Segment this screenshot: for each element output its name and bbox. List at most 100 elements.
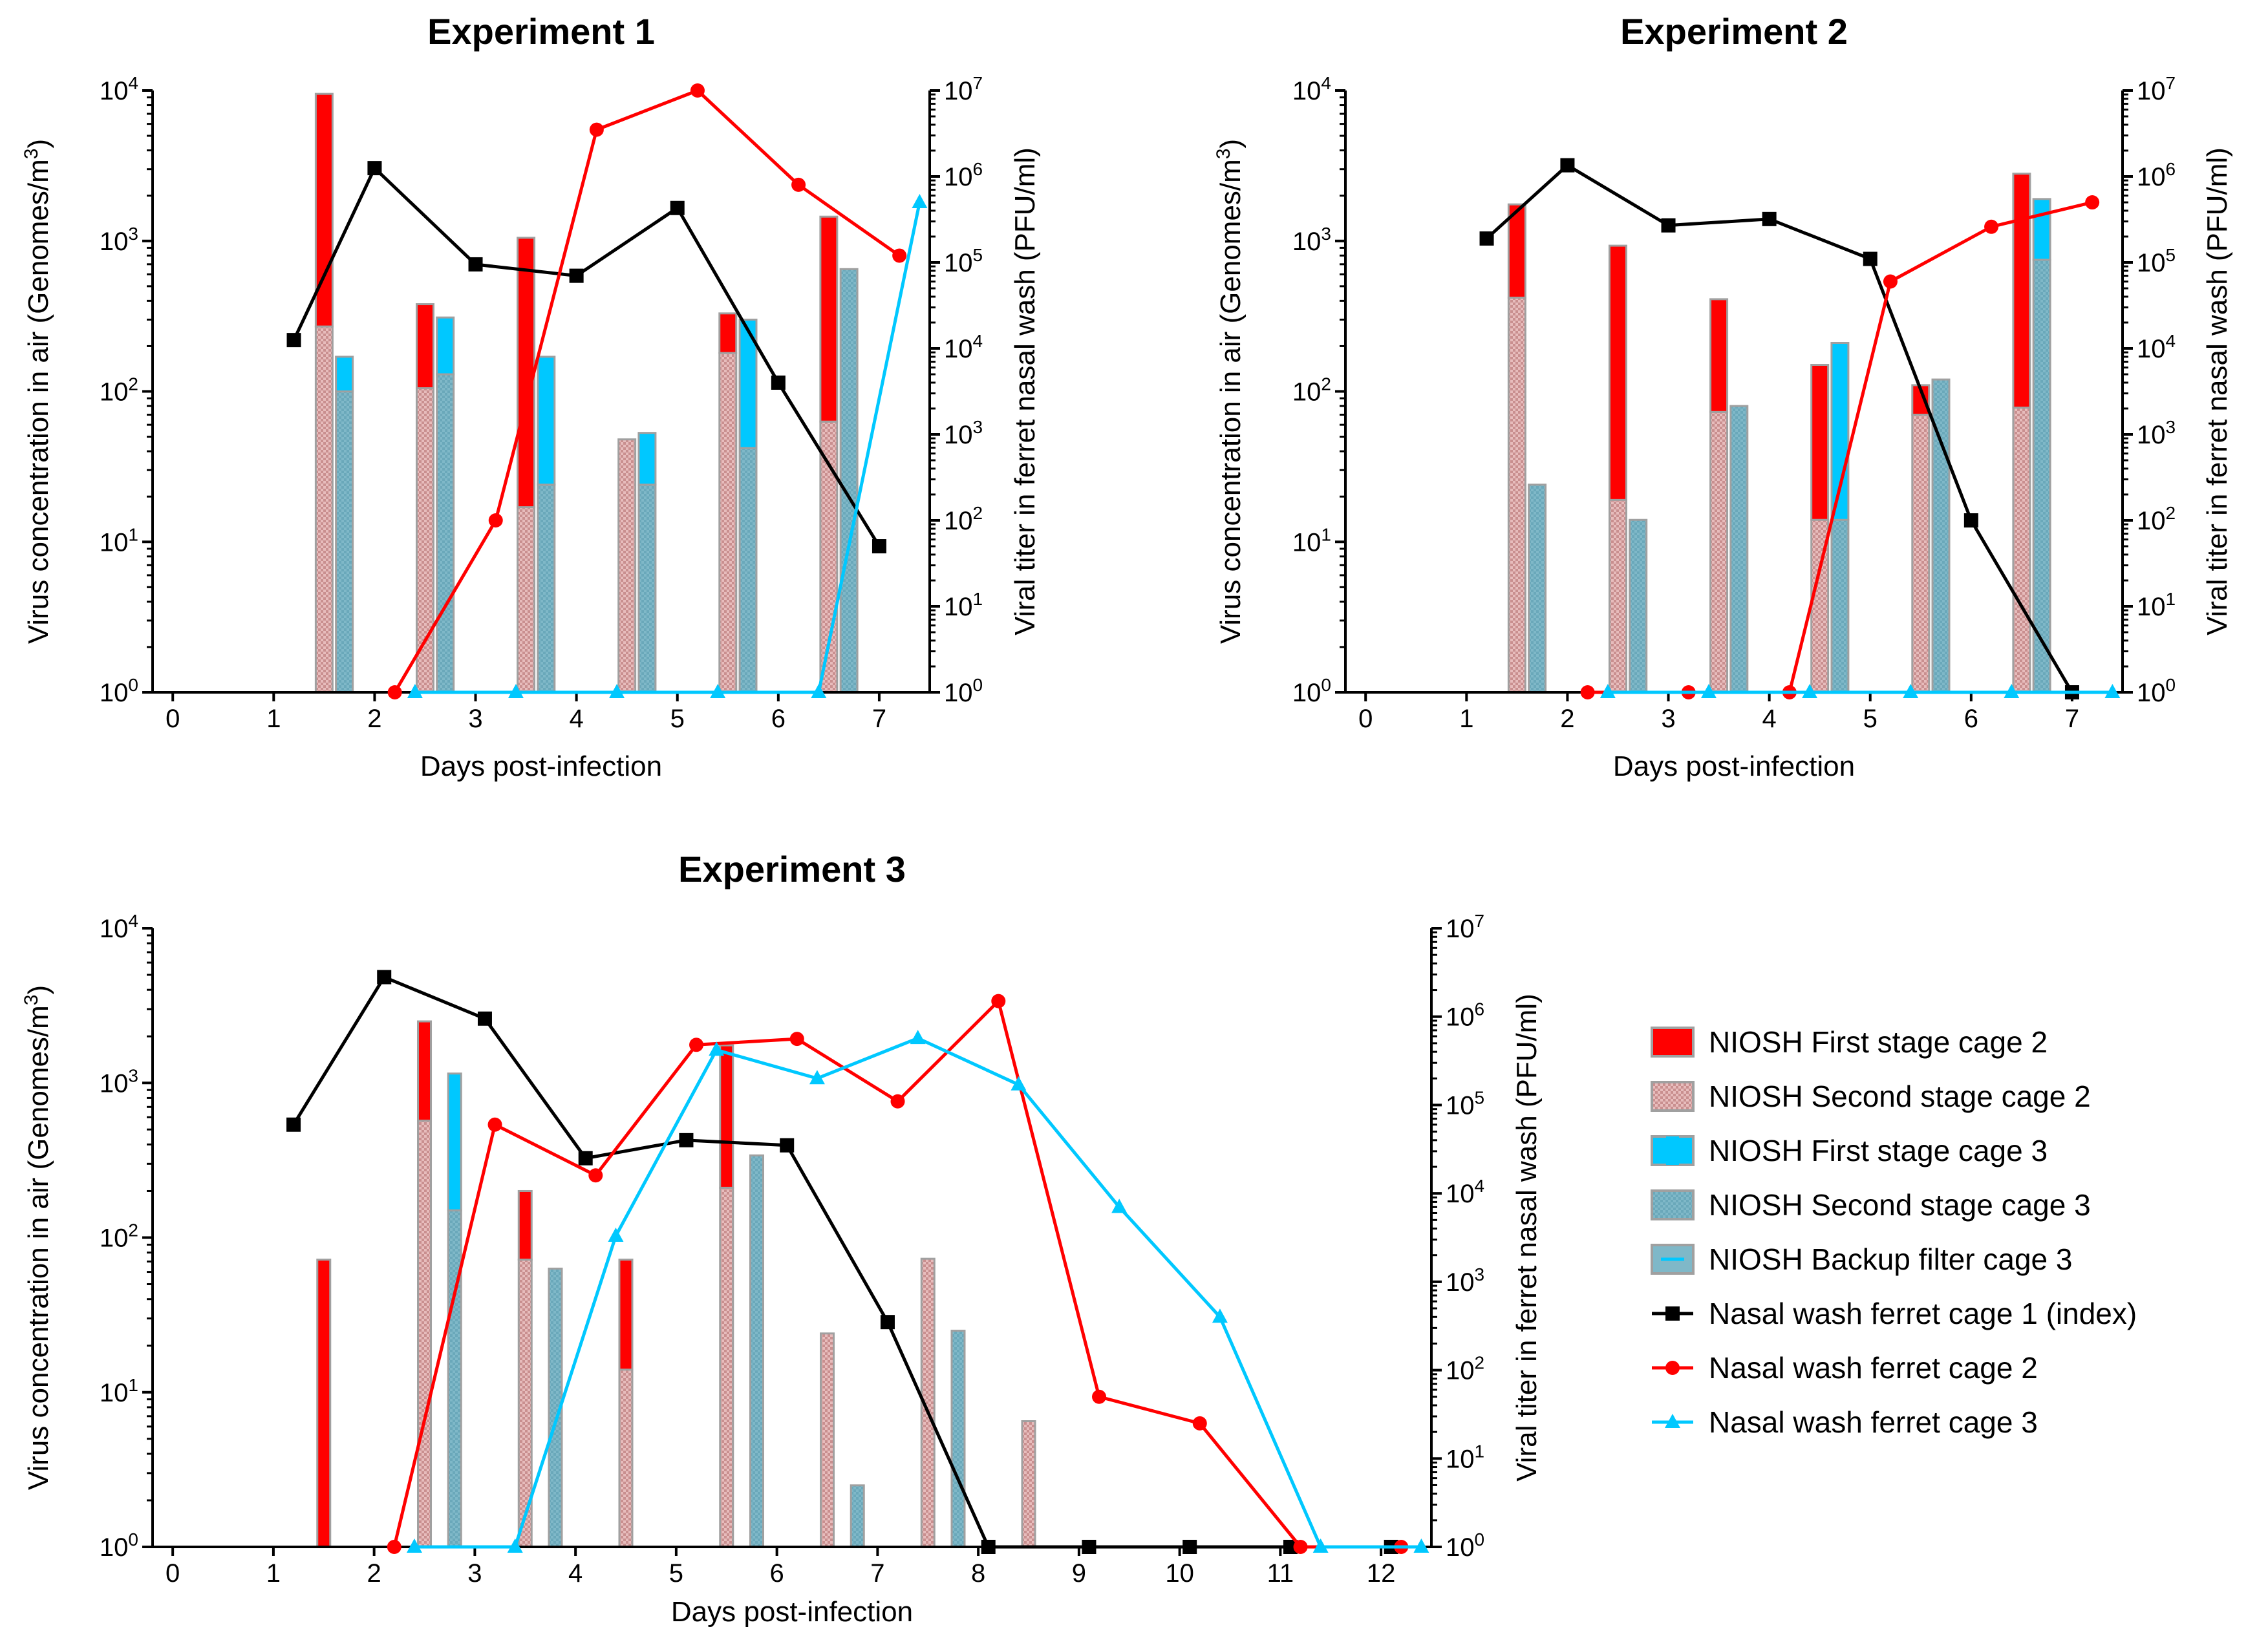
bar-cage2 bbox=[316, 1259, 332, 1548]
data-point-circle bbox=[589, 122, 604, 137]
bar-second-stage-cage3 bbox=[850, 1484, 865, 1548]
data-point-circle bbox=[1580, 685, 1595, 699]
data-point-circle bbox=[690, 83, 705, 98]
y-right-tick-label: 103 bbox=[944, 417, 983, 449]
data-point-square bbox=[286, 1117, 301, 1132]
bar-second-stage-cage3 bbox=[749, 1154, 764, 1548]
data-point-square bbox=[981, 1540, 996, 1554]
y-left-tick-label: 101 bbox=[100, 1375, 138, 1407]
data-point-circle bbox=[1293, 1540, 1308, 1554]
y-left-tick-label: 102 bbox=[100, 374, 138, 407]
y-left-tick-label: 100 bbox=[1292, 675, 1331, 707]
panel-experiment-1: Experiment 11001011021031041001011021031… bbox=[21, 11, 1041, 782]
legend-label: Nasal wash ferret cage 2 bbox=[1709, 1351, 2038, 1385]
data-point-triangle bbox=[910, 1030, 926, 1045]
bar-second-stage-cage2 bbox=[1911, 414, 1931, 694]
legend-item-ffs2: NIOSH First stage cage 2 bbox=[1651, 1025, 2048, 1059]
series-line-triangle bbox=[414, 202, 921, 694]
y-left-tick-label: 104 bbox=[1292, 73, 1331, 105]
bar-second-stage-cage3 bbox=[2032, 259, 2051, 694]
panel-experiment-3: Experiment 31001011021031041001011021031… bbox=[21, 849, 1543, 1628]
bar-second-stage-cage3 bbox=[1528, 484, 1547, 694]
x-tick-label: 3 bbox=[467, 1559, 482, 1588]
bar-second-stage-cage3 bbox=[436, 373, 455, 694]
bar-first-stage-cage2 bbox=[517, 1189, 533, 1261]
bar-cage3 bbox=[749, 1154, 764, 1548]
data-point-triangle bbox=[1802, 684, 1818, 698]
y-right-tick-label: 102 bbox=[2137, 503, 2176, 535]
bar-cage3 bbox=[1729, 405, 1749, 694]
y-right-tick-label: 103 bbox=[2137, 417, 2176, 449]
data-point-triangle bbox=[1413, 1538, 1429, 1553]
y-right-tick-label: 105 bbox=[944, 245, 983, 277]
x-tick-label: 1 bbox=[266, 705, 281, 733]
data-point-square bbox=[1762, 211, 1777, 226]
bar-second-stage-cage3 bbox=[335, 390, 354, 694]
y-right-tick-label: 106 bbox=[944, 159, 983, 191]
y-right-tick-label: 107 bbox=[2137, 73, 2176, 105]
data-point-triangle bbox=[2104, 684, 2121, 698]
data-point-triangle bbox=[710, 684, 726, 698]
bar-second-stage-cage2 bbox=[1608, 498, 1627, 694]
y-right-tick-label: 102 bbox=[944, 503, 983, 535]
bar-cage3 bbox=[2032, 198, 2051, 694]
data-point-triangle bbox=[912, 194, 928, 209]
legend-label: NIOSH First stage cage 2 bbox=[1709, 1025, 2048, 1059]
y-right-tick-label: 101 bbox=[944, 589, 983, 621]
x-tick-label: 12 bbox=[1367, 1559, 1396, 1588]
data-point-circle bbox=[991, 994, 1006, 1008]
x-tick-label: 0 bbox=[166, 705, 180, 733]
x-tick-label: 6 bbox=[771, 705, 786, 733]
bar-second-stage-cage2 bbox=[1507, 296, 1526, 694]
x-axis-label: Days post-infection bbox=[671, 1596, 913, 1628]
data-point-circle bbox=[487, 1117, 502, 1132]
series-line-circle bbox=[393, 89, 901, 694]
data-point-circle bbox=[588, 1168, 603, 1183]
y-axis-right-label: Viral titer in ferret nasal wash (PFU/ml… bbox=[1511, 994, 1543, 1482]
x-tick-label: 0 bbox=[1358, 705, 1373, 733]
bar-second-stage-cage2 bbox=[2012, 407, 2031, 694]
data-point-square bbox=[771, 375, 786, 390]
x-tick-label: 7 bbox=[2065, 705, 2079, 733]
data-point-square bbox=[1963, 513, 1978, 527]
data-point-square bbox=[286, 333, 301, 348]
y-left-tick-label: 103 bbox=[100, 224, 138, 256]
bar-second-stage-cage3 bbox=[537, 484, 556, 694]
data-point-circle bbox=[892, 248, 907, 263]
bar-cage2 bbox=[1709, 298, 1729, 694]
y-right-tick-label: 104 bbox=[944, 331, 983, 363]
bar-cage3 bbox=[335, 356, 354, 694]
bar-first-stage-cage2 bbox=[1608, 244, 1627, 501]
data-point-square bbox=[1863, 251, 1878, 266]
bar-first-stage-cage3 bbox=[637, 432, 657, 486]
data-point-circle bbox=[789, 1032, 804, 1047]
x-tick-label: 4 bbox=[1762, 705, 1777, 733]
y-right-tick-label: 106 bbox=[1446, 999, 1484, 1032]
bar-first-stage-cage2 bbox=[417, 1020, 433, 1122]
bar-second-stage-cage2 bbox=[314, 325, 334, 694]
y-axis-left-label: Virus concentration in air (Genomes/m3) bbox=[1213, 139, 1246, 644]
x-tick-label: 2 bbox=[367, 705, 381, 733]
data-point-circle bbox=[1883, 274, 1898, 289]
legend-item-nw1: Nasal wash ferret cage 1 (index) bbox=[1652, 1297, 2137, 1330]
y-left-tick-label: 102 bbox=[1292, 374, 1331, 407]
y-axis-right-label: Viral titer in ferret nasal wash (PFU/ml… bbox=[2201, 147, 2233, 635]
bar-cage2 bbox=[2012, 173, 2031, 694]
data-point-triangle bbox=[507, 1538, 523, 1553]
x-tick-label: 2 bbox=[1560, 705, 1574, 733]
data-point-circle bbox=[1984, 219, 1999, 234]
bar-second-stage-cage2 bbox=[820, 1332, 835, 1548]
bar-second-stage-cage2 bbox=[719, 1186, 734, 1548]
legend-swatch-inner bbox=[1666, 1136, 1679, 1165]
data-point-square bbox=[679, 1133, 694, 1147]
data-point-square bbox=[578, 1151, 593, 1166]
data-point-triangle bbox=[1212, 1308, 1228, 1323]
bar-first-stage-cage2 bbox=[415, 303, 434, 390]
data-point-triangle bbox=[1700, 684, 1717, 698]
y-left-tick-label: 101 bbox=[1292, 524, 1331, 557]
bar-cage2 bbox=[1911, 384, 1931, 694]
legend-item-nw3: Nasal wash ferret cage 3 bbox=[1652, 1405, 2038, 1439]
bar-second-stage-cage3 bbox=[447, 1209, 462, 1548]
data-point-triangle bbox=[809, 1070, 825, 1085]
